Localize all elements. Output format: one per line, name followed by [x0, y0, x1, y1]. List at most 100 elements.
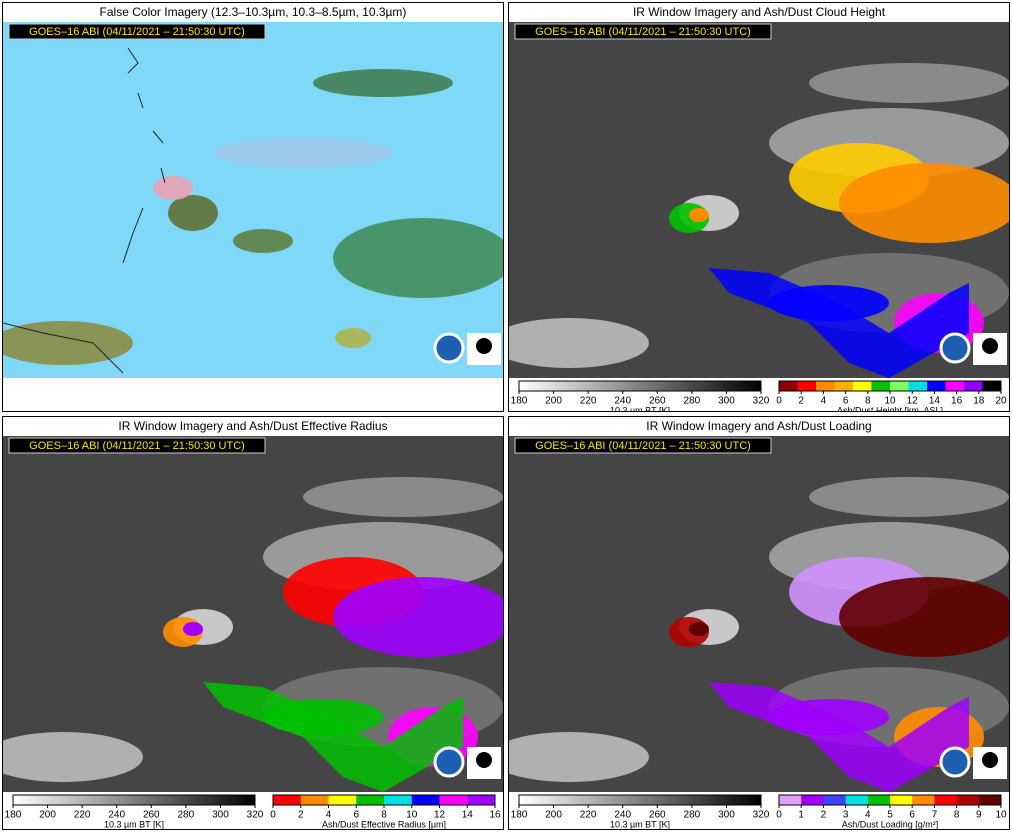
- colorbar-tick-label: 18: [973, 396, 985, 407]
- cimss-logo-mark: [476, 752, 492, 768]
- colorbar-label: 10.3 µm BT [K]: [104, 819, 164, 829]
- cloud: [489, 318, 649, 368]
- colorbar-tick-label: 240: [614, 396, 631, 407]
- colorbar-segment: [779, 795, 802, 805]
- colorbar-segment: [964, 381, 983, 391]
- ash-plume: [709, 682, 969, 792]
- ash-retrieval: [333, 577, 513, 657]
- colorbar-segment: [978, 795, 1002, 805]
- ash-retrieval: [689, 208, 709, 222]
- colorbar-tick-label: 8: [381, 810, 387, 821]
- ash-retrieval: [839, 163, 1012, 243]
- colorbar-tick-label: 280: [684, 396, 701, 407]
- stamp-box: [514, 23, 772, 40]
- colorbar-tick-label: 2: [798, 396, 804, 407]
- colorbar-label: 10.3 µm BT [K]: [610, 819, 670, 829]
- colorbar-segment: [912, 795, 935, 805]
- colorbar-tick-label: 180: [511, 396, 528, 407]
- cloud: [233, 229, 293, 253]
- colorbar-segment: [779, 381, 798, 391]
- panel-title: IR Window Imagery and Ash/Dust Loading: [646, 419, 871, 433]
- colorbar-tick-label: 220: [74, 810, 91, 821]
- colorbar-tick-label: 16: [951, 396, 963, 407]
- colorbar-segment: [982, 381, 1002, 391]
- panel-title: IR Window Imagery and Ash/Dust Effective…: [118, 419, 387, 433]
- colorbar-tick-label: 12: [434, 810, 446, 821]
- colorbar-segment: [927, 381, 946, 391]
- colorbar-tick-label: 8: [865, 396, 871, 407]
- cloud: [0, 732, 143, 782]
- panel: IR Window Imagery and Ash/Dust Loading GO…: [489, 416, 1012, 830]
- colorbar-segment: [945, 381, 965, 391]
- ash-plume: [203, 682, 463, 792]
- colorbar-tick-label: 4: [326, 810, 332, 821]
- colorbar-tick-label: 200: [545, 396, 562, 407]
- colorbar-segment: [467, 795, 496, 805]
- colorbar: [518, 380, 762, 392]
- colorbar-segment: [871, 381, 891, 391]
- ash-retrieval: [183, 622, 203, 636]
- colorbar-tick-label: 3: [843, 810, 849, 821]
- noaa-logo: [939, 332, 971, 364]
- colorbar-tick-label: 180: [511, 810, 528, 821]
- colorbar-segment: [328, 795, 357, 805]
- cloud: [153, 176, 193, 200]
- colorbar-segment: [834, 381, 854, 391]
- colorbar-segment: [797, 381, 817, 391]
- colorbar-tick-label: 8: [954, 810, 960, 821]
- noaa-logo: [433, 746, 465, 778]
- noaa-logo: [939, 746, 971, 778]
- panel-canvas: IR Window Imagery and Ash/Dust Loading GO…: [489, 419, 1012, 829]
- colorbar-tick-label: 20: [995, 396, 1007, 407]
- colorbar-label: Ash/Dust Loading [g/m²]: [842, 819, 939, 829]
- colorbar-tick-label: 260: [649, 810, 666, 821]
- colorbar-segment: [300, 795, 329, 805]
- panel: IR Window Imagery and Ash/Dust Cloud Hei…: [489, 2, 1012, 415]
- cloud: [313, 69, 453, 97]
- cloud: [0, 321, 133, 365]
- colorbar-segment: [908, 381, 928, 391]
- cloud: [489, 732, 649, 782]
- colorbar-tick-label: 10: [884, 396, 896, 407]
- colorbar-segment: [439, 795, 468, 805]
- colorbar-segment: [411, 795, 440, 805]
- cloud: [303, 477, 503, 517]
- colorbar-segment: [816, 381, 835, 391]
- colorbar-tick-label: 6: [843, 396, 849, 407]
- colorbar-segment: [356, 795, 385, 805]
- stamp-box: [514, 437, 772, 454]
- colorbar-tick-label: 6: [909, 810, 915, 821]
- colorbar-label: Ash/Dust Effective Radius [µm]: [322, 819, 446, 829]
- timestamp: GOES–16 ABI (04/11/2021 – 21:50:30 UTC): [535, 440, 751, 452]
- colorbar-tick-label: 260: [649, 396, 666, 407]
- colorbar-tick-label: 1: [798, 810, 804, 821]
- colorbar-tick-label: 10: [406, 810, 418, 821]
- colorbar-tick-label: 14: [462, 810, 474, 821]
- colorbar-tick-label: 240: [108, 810, 125, 821]
- colorbar-segment: [934, 795, 958, 805]
- colorbar-segment: [273, 795, 302, 805]
- colorbar-label: 10.3 µm BT [K]: [610, 405, 670, 411]
- panel: IR Window Imagery and Ash/Dust Effective…: [0, 416, 513, 830]
- cloud: [168, 195, 218, 231]
- stamp-box: [8, 437, 266, 454]
- cimss-logo-mark: [476, 338, 492, 354]
- colorbar-tick-label: 5: [887, 810, 893, 821]
- colorbar-tick-label: 300: [718, 396, 735, 407]
- timestamp: GOES–16 ABI (04/11/2021 – 21:50:30 UTC): [29, 440, 245, 452]
- colorbar-segment: [956, 795, 980, 805]
- colorbar-segment: [867, 795, 891, 805]
- cloud: [809, 477, 1009, 517]
- colorbar-tick-label: 14: [929, 396, 941, 407]
- colorbar-tick-label: 300: [718, 810, 735, 821]
- cloud: [333, 218, 513, 298]
- colorbar-segment: [890, 795, 913, 805]
- colorbar-tick-label: 2: [298, 810, 304, 821]
- colorbar: [12, 794, 256, 806]
- cloud: [335, 328, 371, 348]
- colorbar-tick-label: 2: [821, 810, 827, 821]
- colorbar-tick-label: 7: [932, 810, 938, 821]
- colorbar-tick-label: 0: [776, 810, 782, 821]
- cloud: [213, 138, 393, 168]
